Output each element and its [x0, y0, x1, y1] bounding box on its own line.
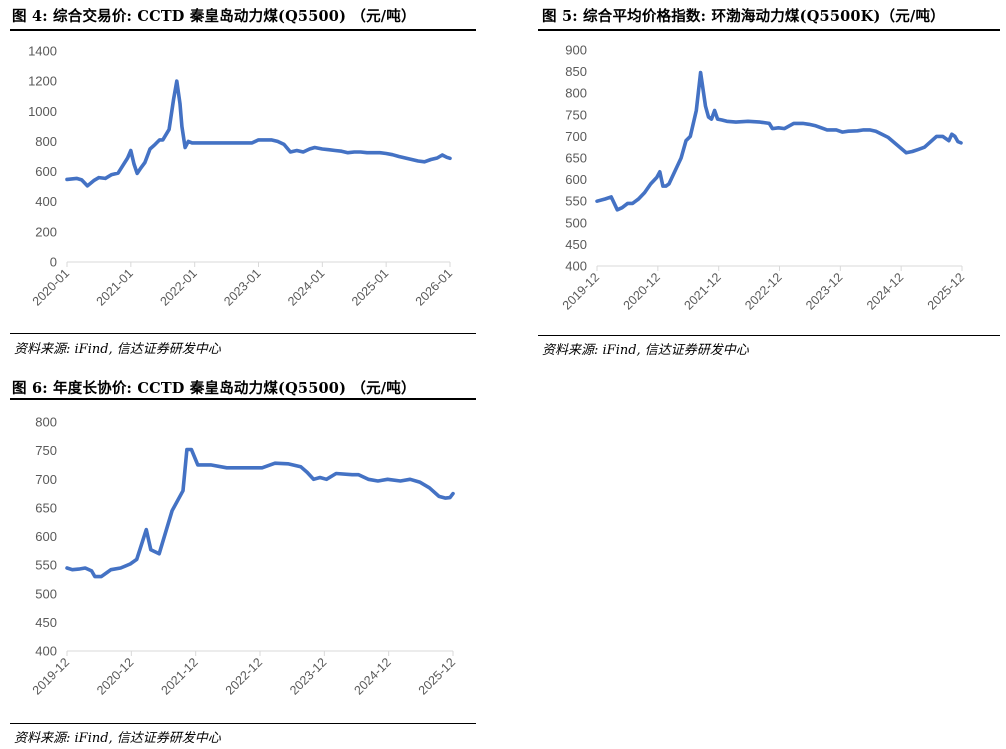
y-tick-label: 400 [35, 644, 57, 659]
x-tick-label: 2024-01 [285, 266, 327, 308]
y-tick-label: 600 [35, 164, 57, 179]
x-tick-label: 2024-12 [864, 270, 906, 312]
y-tick-label: 750 [35, 443, 57, 458]
y-tick-label: 800 [35, 415, 57, 430]
figure-6-title-rule [10, 398, 476, 400]
figure-6-panel: 图 6: 年度长协价: CCTD 秦皇岛动力煤(Q5500) （元/吨） 400… [10, 372, 476, 749]
figure-6-source-rule [10, 723, 476, 724]
y-tick-label: 500 [35, 586, 57, 601]
figure-5-title-rule [538, 29, 1000, 31]
y-tick-label: 650 [565, 151, 587, 166]
x-tick-label: 2021-01 [94, 266, 136, 308]
y-tick-label: 800 [565, 86, 587, 101]
y-tick-label: 600 [565, 172, 587, 187]
series-line [65, 79, 452, 188]
x-tick-label: 2023-12 [803, 270, 845, 312]
y-tick-label: 850 [565, 64, 587, 79]
y-tick-label: 1400 [28, 44, 57, 59]
figure-6-svg: 400 450 500 550 600 650 700 750 800 2019-12 2020-1… [30, 415, 458, 698]
figure-5-source-rule [538, 335, 1000, 336]
x-tick-label: 2025-12 [416, 655, 458, 697]
y-tick-label: 1200 [28, 74, 57, 89]
figure-4-source: 资料来源: iFind, 信达证券研发中心 [14, 342, 221, 357]
y-tick-label: 450 [35, 615, 57, 630]
x-tick-label: 2020-12 [94, 655, 136, 697]
y-tick-label: 450 [565, 237, 587, 252]
figure-6-title: 图 6: 年度长协价: CCTD 秦皇岛动力煤(Q5500) （元/吨） [12, 380, 416, 397]
figure-4-chart: 0 200 400 600 800 1000 1200 1400 2020-01 2021-01 2… [10, 31, 476, 335]
figure-6-chart: 400 450 500 550 600 650 700 750 800 2019-12 2020-1… [10, 400, 476, 724]
y-tick-label: 400 [565, 259, 587, 274]
x-tick-label: 2020-12 [621, 270, 663, 312]
x-tick-label: 2023-12 [287, 655, 329, 697]
figure-4-source-rule [10, 333, 476, 334]
figure-5-source: 资料来源: iFind, 信达证券研发中心 [542, 343, 749, 358]
x-tick-label: 2021-12 [158, 655, 200, 697]
y-tick-label: 700 [35, 472, 57, 487]
series-line [595, 70, 963, 212]
y-tick-label: 900 [565, 43, 587, 58]
figure-4-svg: 0 200 400 600 800 1000 1200 1400 2020-01 2021-01 2… [28, 44, 455, 309]
x-tick-label: 2019-12 [560, 270, 602, 312]
figure-4-title: 图 4: 综合交易价: CCTD 秦皇岛动力煤(Q5500) （元/吨） [12, 8, 416, 25]
x-tick-label: 2026-01 [413, 266, 455, 308]
y-tick-label: 650 [35, 500, 57, 515]
x-tick-label: 2024-12 [351, 655, 393, 697]
x-tick-label: 2019-12 [30, 655, 72, 697]
x-tick-label: 2025-01 [349, 266, 391, 308]
y-tick-label: 600 [35, 529, 57, 544]
figure-5-title: 图 5: 综合平均价格指数: 环渤海动力煤(Q5500K)（元/吨） [542, 8, 945, 25]
y-tick-label: 550 [35, 558, 57, 573]
y-tick-label: 400 [35, 194, 57, 209]
y-tick-label: 500 [565, 215, 587, 230]
x-tick-label: 2025-12 [925, 270, 967, 312]
figure-5-chart: 400 450 500 550 600 650 700 750 800 850 900 2019-12… [538, 31, 1000, 335]
y-tick-label: 200 [35, 224, 57, 239]
figure-4-title-rule [10, 29, 476, 31]
figure-5-panel: 图 5: 综合平均价格指数: 环渤海动力煤(Q5500K)（元/吨） 400 45… [538, 0, 1000, 365]
x-tick-label: 2022-12 [223, 655, 265, 697]
y-tick-label: 700 [565, 129, 587, 144]
x-tick-label: 2023-01 [221, 266, 263, 308]
figure-5-svg: 400 450 500 550 600 650 700 750 800 850 900 2019-12… [560, 43, 967, 313]
x-tick-label: 2020-01 [30, 266, 72, 308]
x-tick-label: 2022-12 [742, 270, 784, 312]
series-line [65, 447, 455, 579]
y-tick-label: 800 [35, 134, 57, 149]
y-tick-label: 0 [50, 255, 57, 270]
y-tick-label: 1000 [28, 104, 57, 119]
y-tick-label: 550 [565, 194, 587, 209]
figure-6-source: 资料来源: iFind, 信达证券研发中心 [14, 731, 221, 746]
figure-4-panel: 图 4: 综合交易价: CCTD 秦皇岛动力煤(Q5500) （元/吨） 0 20… [10, 0, 476, 365]
x-tick-label: 2022-01 [157, 266, 199, 308]
x-tick-label: 2021-12 [681, 270, 723, 312]
y-tick-label: 750 [565, 107, 587, 122]
